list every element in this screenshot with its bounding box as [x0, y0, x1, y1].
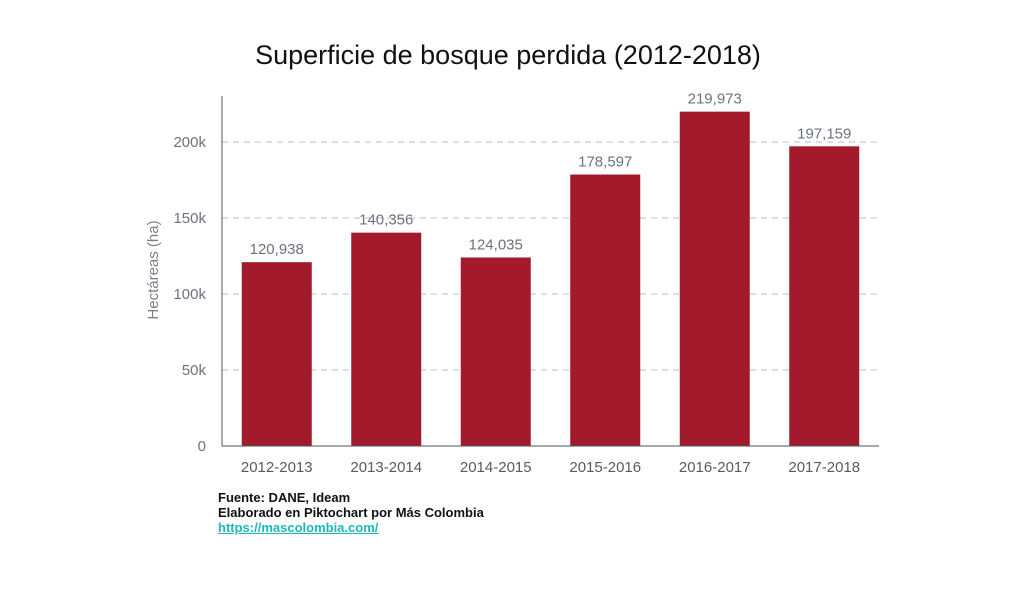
y-tick-label: 0 [198, 438, 206, 455]
bar-value-label: 178,597 [578, 154, 632, 171]
bar-value-labels: 120,938 140,356 124,035 178,597 219,973 197,1… [250, 91, 852, 259]
y-tick-label: 50k [182, 362, 207, 379]
chart-title: Superficie de bosque perdida (2012-2018) [255, 40, 761, 70]
gridlines [222, 141, 879, 371]
y-tick-label: 100k [173, 286, 206, 303]
y-tick-label: 200k [173, 134, 206, 151]
x-axis-ticks: 2012-2013 2013-2014 2014-2015 2015-2016 2016… [241, 459, 860, 476]
y-axis-ticks: 0 50k 100k 150k 200k [173, 134, 206, 455]
bar-value-label: 124,035 [469, 236, 523, 253]
y-axis-title: Hectáreas (ha) [145, 220, 162, 319]
x-tick-label: 2016-2017 [679, 459, 751, 476]
bar [789, 146, 860, 447]
bar [351, 232, 422, 446]
x-tick-label: 2014-2015 [460, 459, 532, 476]
x-tick-label: 2012-2013 [241, 459, 313, 476]
source-link[interactable]: https://mascolombia.com/ [218, 520, 379, 535]
x-tick-label: 2017-2018 [788, 459, 860, 476]
bar [241, 262, 312, 446]
bar [570, 174, 641, 446]
y-tick-label: 150k [173, 210, 206, 227]
footnote: Fuente: DANE, Ideam Elaborado en Piktoch… [218, 490, 484, 535]
bars [241, 111, 860, 447]
credit-note: Elaborado en Piktochart por Más Colombia [218, 505, 484, 520]
bar [679, 111, 750, 446]
x-tick-label: 2015-2016 [569, 459, 641, 476]
bar [460, 257, 531, 446]
bar-value-label: 219,973 [688, 91, 742, 108]
bar-value-label: 197,159 [797, 125, 851, 142]
source-note: Fuente: DANE, Ideam [218, 490, 351, 505]
bar-value-label: 120,938 [250, 241, 304, 258]
x-tick-label: 2013-2014 [350, 459, 422, 476]
bar-value-label: 140,356 [359, 212, 413, 229]
